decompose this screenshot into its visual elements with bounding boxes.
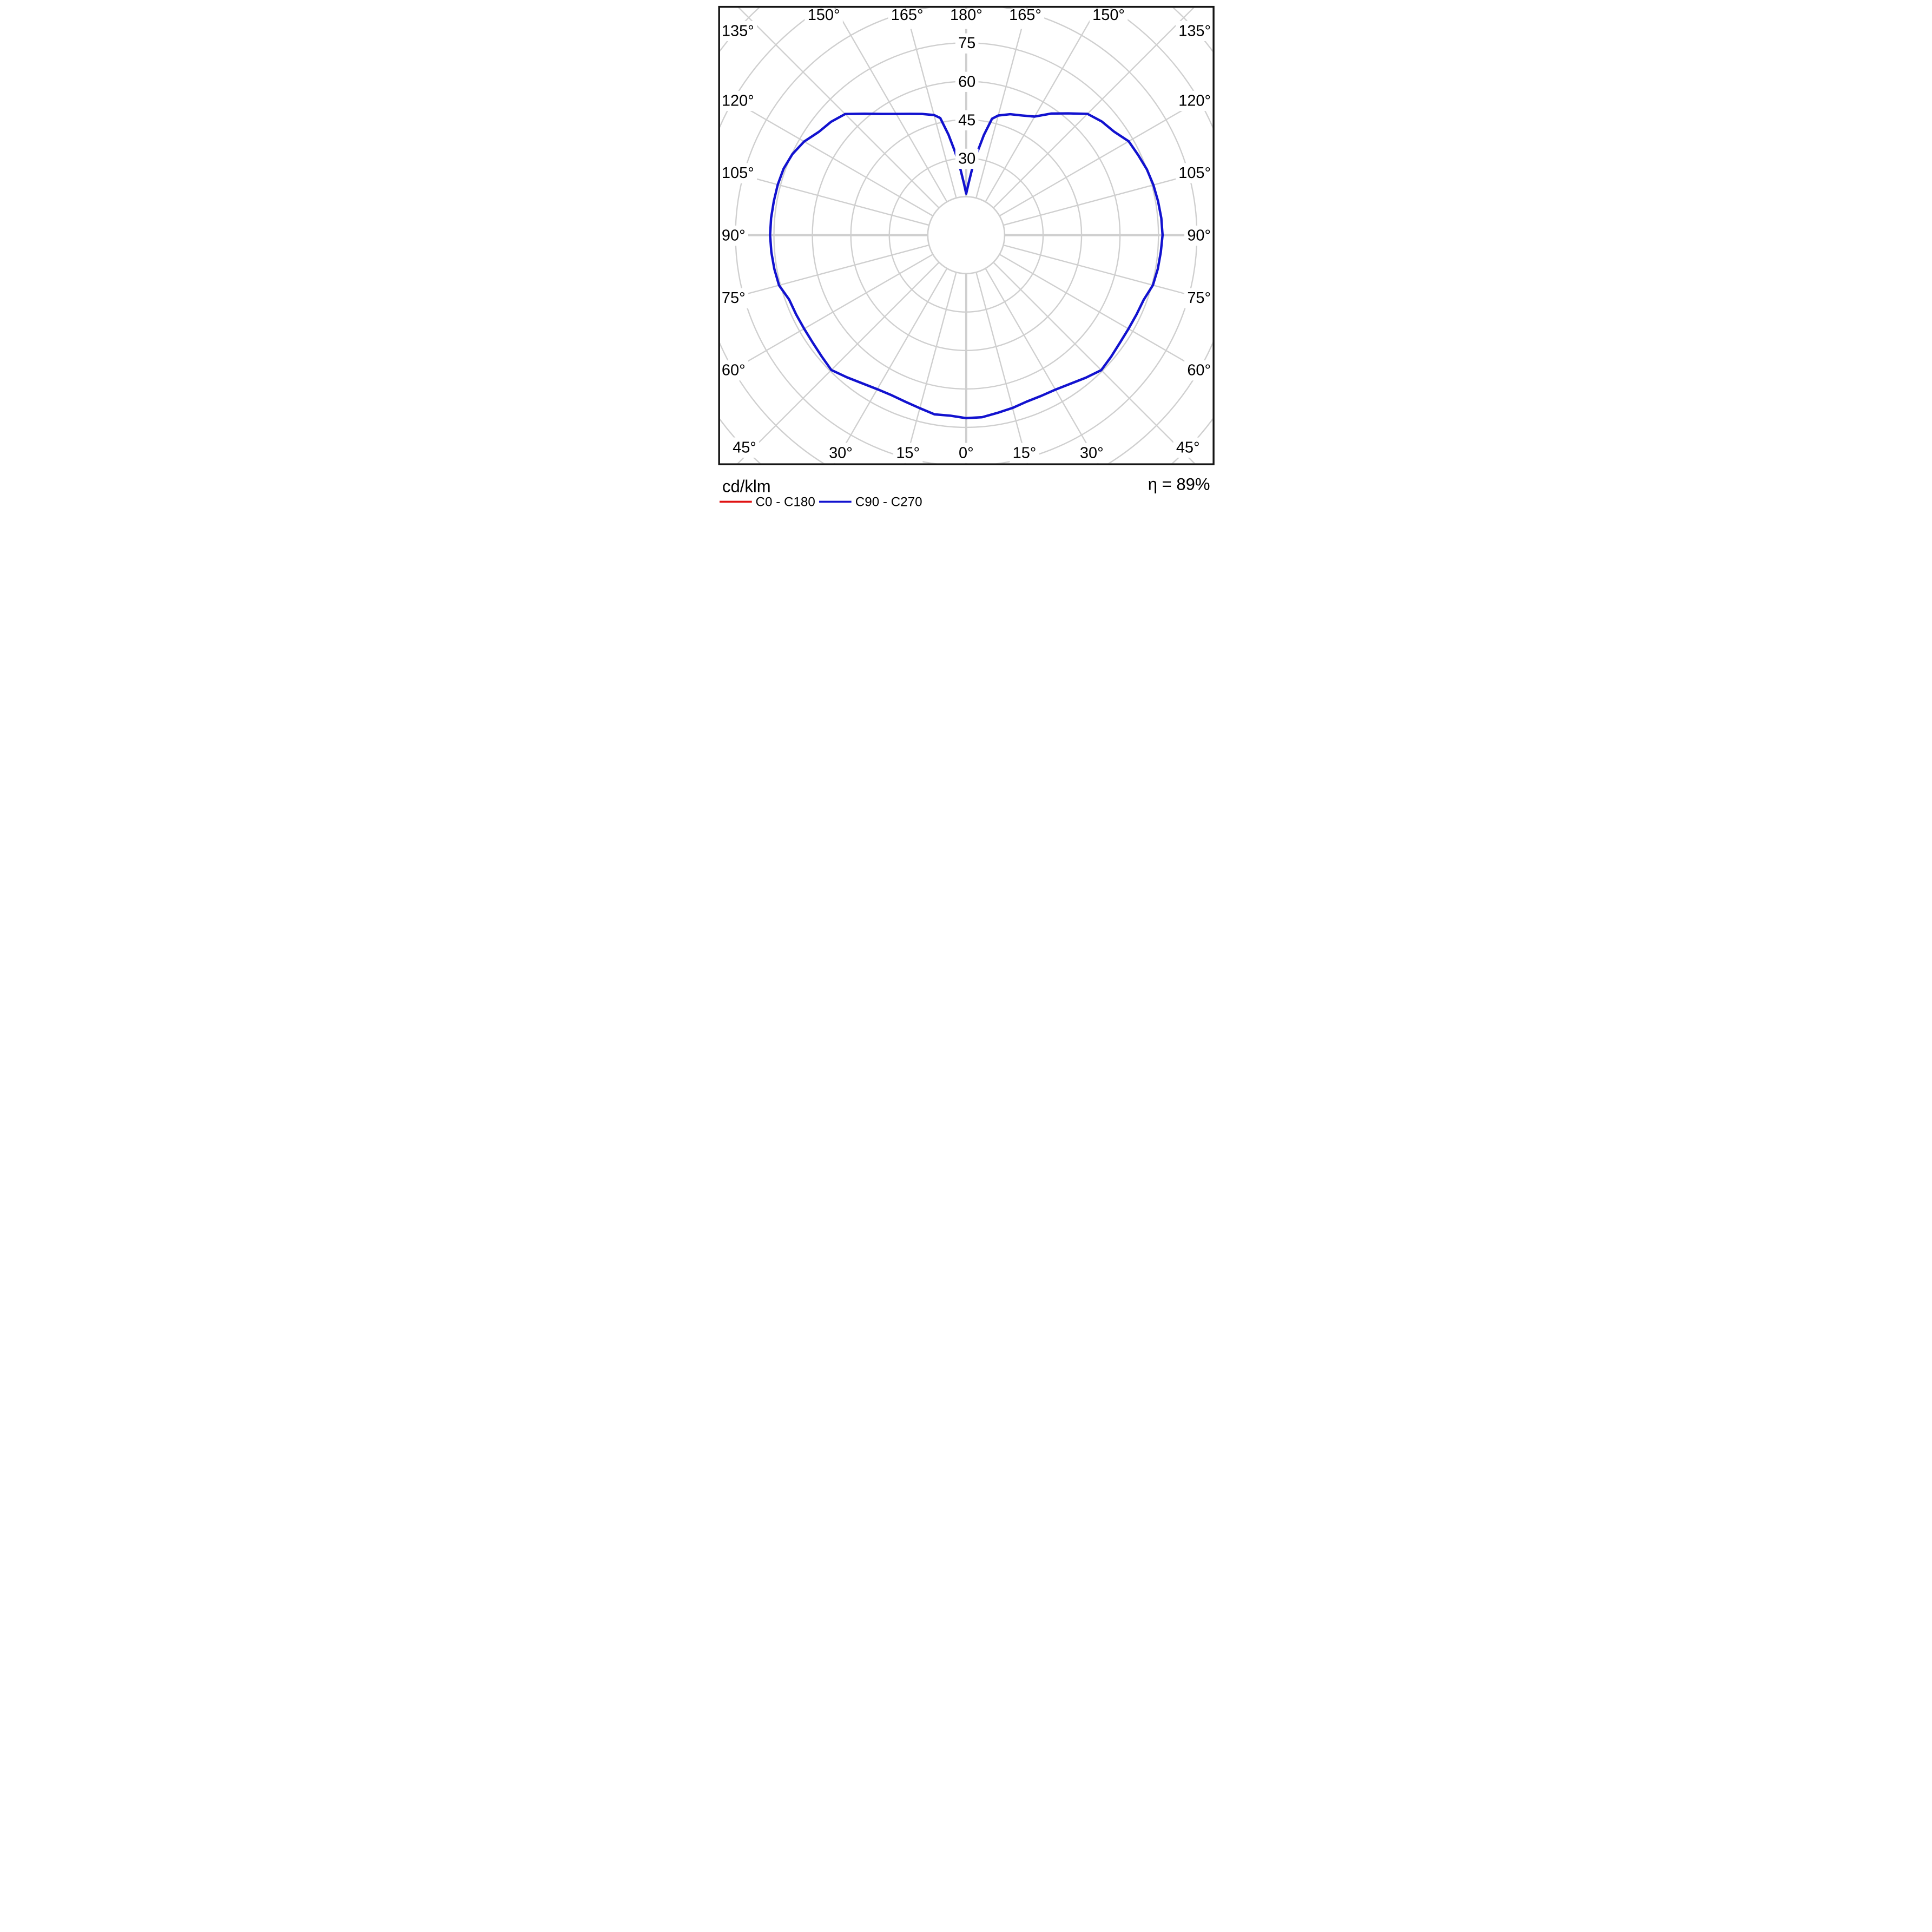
radial-value-label: 75 xyxy=(958,35,975,52)
efficiency-label: η = 89% xyxy=(1148,475,1210,494)
legend-item: C0 - C180 xyxy=(719,495,815,509)
angle-label: 135° xyxy=(1178,22,1211,39)
angle-label: 30° xyxy=(1079,444,1103,461)
label-background xyxy=(826,443,855,463)
angle-label: 105° xyxy=(721,164,754,182)
angle-label: 45° xyxy=(733,439,756,456)
label-background xyxy=(955,110,979,131)
label-background xyxy=(718,21,757,41)
label-background xyxy=(1184,225,1214,246)
angle-label: 60° xyxy=(721,362,745,379)
label-background xyxy=(1184,288,1214,308)
label-background xyxy=(887,9,926,29)
angle-gridline xyxy=(904,8,957,199)
radial-value-label: 30 xyxy=(958,150,975,167)
angle-label: 165° xyxy=(891,6,923,24)
label-background xyxy=(718,360,748,381)
angle-label: 15° xyxy=(1012,444,1036,461)
label-background xyxy=(718,90,757,111)
angle-gridline xyxy=(975,272,1028,464)
angle-label: 150° xyxy=(807,6,840,24)
label-background xyxy=(955,443,977,463)
label-background xyxy=(1077,443,1106,463)
label-background xyxy=(893,443,922,463)
legend-label-c0-c180: C0 - C180 xyxy=(755,495,815,509)
angle-gridline xyxy=(984,268,1099,464)
plot-area xyxy=(720,8,1212,464)
angle-label: 135° xyxy=(721,22,754,39)
angle-gridline xyxy=(720,92,933,217)
angle-label: 105° xyxy=(1178,164,1211,182)
angle-label: 180° xyxy=(949,6,982,24)
label-background xyxy=(718,225,748,246)
angle-label: 75° xyxy=(721,289,745,307)
c90-c270-curve xyxy=(768,112,1164,420)
angle-label: 150° xyxy=(1092,6,1125,24)
angle-label: 120° xyxy=(721,93,754,110)
plot-labels: 30 45 60 75 0° 15° 15° 30° 30° 45° 45° 60° 60° 75° 75°… xyxy=(718,6,1214,463)
label-background xyxy=(718,163,757,183)
label-background xyxy=(804,9,843,29)
angle-gridline xyxy=(904,272,957,464)
angle-gridline xyxy=(834,8,947,202)
label-background xyxy=(1009,443,1039,463)
angle-label: 45° xyxy=(1176,439,1199,456)
label-background xyxy=(718,288,748,308)
photometric-diagram: 30 45 60 75 0° 15° 15° 30° 30° 45° 45° 60° 60° 75° 75°… xyxy=(711,0,1221,509)
angle-gridline xyxy=(720,168,929,226)
label-background xyxy=(955,33,979,54)
angle-label: 30° xyxy=(829,444,853,461)
angle-label: 15° xyxy=(896,444,920,461)
angle-labels: 0° 15° 15° 30° 30° 45° 45° 60° 60° 75° 75° 90° 90° 10… xyxy=(718,6,1214,463)
label-background xyxy=(1089,9,1127,29)
angle-label: 60° xyxy=(1187,362,1211,379)
legend: C0 - C180 C90 - C270 xyxy=(719,495,922,509)
angle-gridline xyxy=(975,8,1028,199)
legend-label-c90-c270: C90 - C270 xyxy=(855,495,922,509)
radial-value-label: 45 xyxy=(958,111,975,129)
label-background xyxy=(955,71,979,92)
plot-frame xyxy=(717,5,1215,465)
label-background xyxy=(1006,9,1044,29)
angle-label: 90° xyxy=(721,227,745,245)
label-background xyxy=(1173,437,1203,458)
angle-gridline xyxy=(720,254,933,378)
label-background xyxy=(1175,163,1214,183)
label-background xyxy=(955,148,979,169)
angle-gridline xyxy=(999,92,1212,217)
angle-label: 0° xyxy=(959,444,974,461)
radial-gridline-circle xyxy=(926,196,1005,274)
radial-value-labels: 30 45 60 75 xyxy=(955,33,979,169)
label-background xyxy=(1175,90,1214,111)
angle-label: 165° xyxy=(1009,6,1041,24)
label-background xyxy=(947,9,985,29)
label-background xyxy=(1184,360,1214,381)
angle-gridline xyxy=(999,254,1212,378)
label-background xyxy=(1175,21,1214,41)
angle-gridline xyxy=(984,8,1098,202)
radial-value-label: 60 xyxy=(958,73,975,90)
angle-label: 75° xyxy=(1187,289,1211,307)
legend-item: C90 - C270 xyxy=(819,495,922,509)
polar-chart-svg: 30 45 60 75 0° 15° 15° 30° 30° 45° 45° 60° 60° 75° 75°… xyxy=(711,0,1221,509)
label-background xyxy=(729,437,759,458)
angle-gridline xyxy=(833,268,947,464)
angle-label: 120° xyxy=(1178,93,1211,110)
units-label: cd/klm xyxy=(722,477,770,496)
angle-label: 90° xyxy=(1187,227,1211,245)
